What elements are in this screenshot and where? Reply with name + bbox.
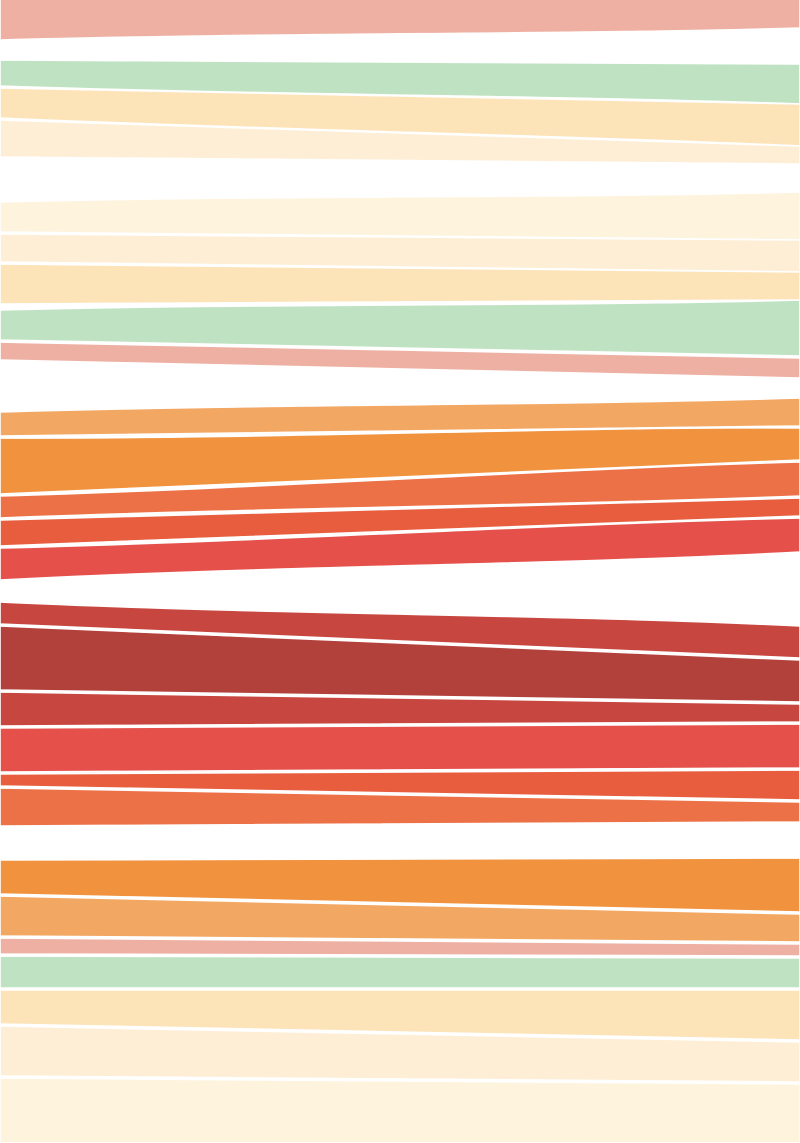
stripe-band (0, 895, 800, 943)
stripe-band (0, 601, 800, 659)
stripe-band (0, 1025, 800, 1083)
stripe-band (0, 191, 800, 241)
stripe-band (0, 937, 800, 957)
stripe-band (0, 233, 800, 273)
stripe-band (0, 625, 800, 703)
stripe-band (0, 787, 800, 827)
stripe-band (0, 427, 800, 495)
stripe-band (0, 691, 800, 727)
stripe-band (0, 0, 800, 41)
stripe-band (0, 263, 800, 305)
stripe-band (0, 461, 800, 519)
stripe-band (0, 1077, 800, 1143)
stripe-band (0, 723, 800, 773)
stripe-band (0, 397, 800, 437)
stripe-band (0, 119, 800, 165)
stripe-band (0, 299, 800, 357)
stripe-band (0, 497, 800, 547)
stripe-band (0, 341, 800, 379)
stripe-band (0, 769, 800, 801)
stripe-band (0, 857, 800, 913)
stripe-band (0, 989, 800, 1041)
stripe-band (0, 517, 800, 581)
stripe-band (0, 955, 800, 989)
